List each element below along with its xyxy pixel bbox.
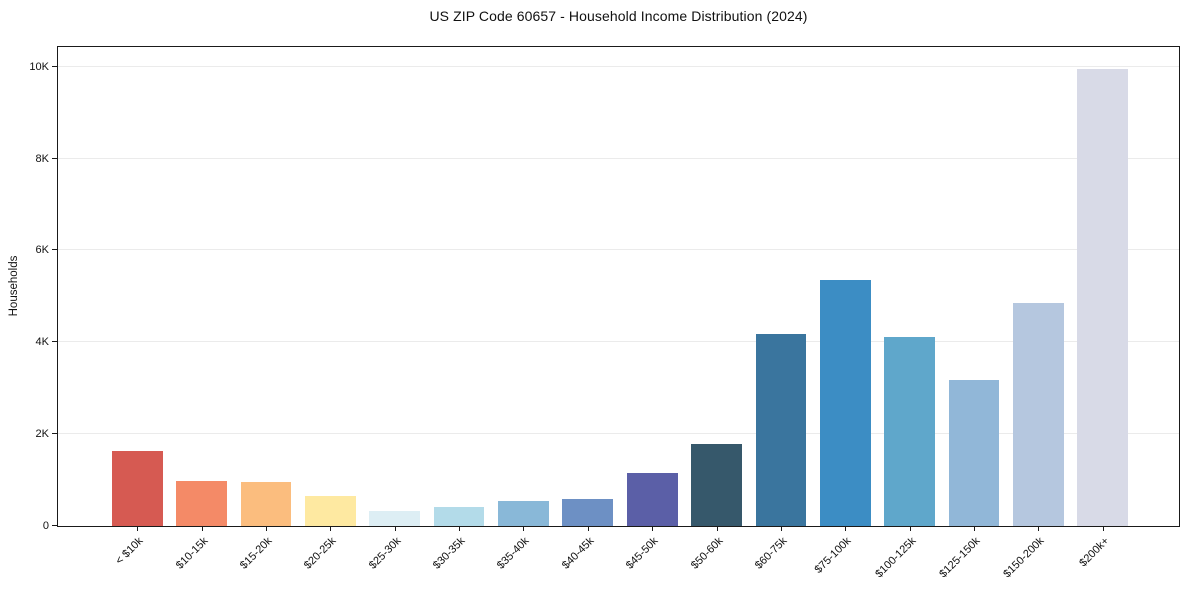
y-tick-mark — [52, 249, 57, 251]
y-tick-mark — [52, 433, 57, 435]
x-tick-mark — [780, 526, 782, 531]
x-tick-mark — [459, 526, 461, 531]
x-tick-label: $200k+ — [1077, 535, 1112, 570]
bars-container: < $10k $10-15k $15-20k $20-25k $25-30k $30-35… — [105, 47, 1135, 580]
y-tick-mark — [52, 65, 57, 67]
bar-slot: $35-40k — [491, 47, 555, 572]
x-tick-mark — [265, 526, 267, 531]
bar-$125-150k — [948, 380, 1000, 526]
x-tick-mark — [523, 526, 525, 531]
bar-$40-45k — [562, 499, 614, 526]
gridline — [58, 433, 1179, 435]
gridline — [58, 65, 1179, 67]
x-tick-mark — [652, 526, 654, 531]
x-tick-label: $60-75k — [752, 535, 790, 572]
x-tick-label: $20-25k — [302, 535, 339, 572]
y-tick-label: 2K — [35, 428, 49, 441]
x-tick-label: $15-20k — [237, 535, 275, 572]
y-tick-mark — [52, 525, 57, 526]
gridline — [58, 249, 1179, 251]
x-tick-mark — [909, 526, 911, 531]
y-tick-label: 8K — [35, 152, 49, 165]
x-tick-mark — [394, 526, 396, 531]
y-tick-mark — [52, 157, 57, 159]
x-tick-label: $125-150k — [937, 535, 983, 581]
bar-$30-35k — [433, 507, 485, 526]
bar-$10-15k — [176, 480, 227, 526]
bar-$20-25k — [304, 496, 356, 526]
y-tick-label: 0 — [42, 520, 49, 532]
bar-slot: $150-200k — [1002, 47, 1070, 580]
bar-$50-60k — [691, 443, 742, 526]
y-tick-label: 4K — [35, 336, 49, 349]
bar-$60-75k — [755, 334, 807, 526]
bar-$150-200k — [1013, 303, 1064, 526]
bar-slot: $50-60k — [684, 47, 748, 572]
bar-slot: $15-20k — [234, 47, 298, 572]
x-tick-mark — [1038, 526, 1040, 531]
y-tick-label: 10K — [29, 60, 49, 73]
gridline — [58, 157, 1179, 159]
bar-slot: $40-45k — [556, 47, 620, 572]
bar-$25-30k — [369, 511, 421, 526]
y-axis-label: Households — [8, 255, 20, 317]
bar-slot: $60-75k — [749, 47, 813, 572]
gridline — [58, 341, 1179, 343]
bar-slot: $30-35k — [427, 47, 491, 572]
x-tick-mark — [845, 526, 847, 531]
x-tick-mark — [330, 526, 332, 531]
bar-$100-125k — [884, 336, 936, 526]
x-tick-mark — [137, 526, 139, 531]
x-tick-label: $150-200k — [1001, 535, 1047, 581]
y-tick-label: 6K — [35, 244, 49, 257]
x-tick-label: $50-60k — [688, 535, 726, 572]
x-tick-label: < $10k — [113, 535, 146, 568]
y-tick-mark — [52, 341, 57, 343]
bar-$15-20k — [240, 482, 292, 526]
x-tick-label: $35-40k — [495, 535, 532, 572]
x-tick-label: $45-50k — [624, 535, 661, 572]
x-tick-label: $40-45k — [559, 535, 597, 572]
x-tick-label: $75-100k — [812, 535, 854, 576]
chart-title: US ZIP Code 60657 - Household Income Dis… — [429, 8, 808, 24]
x-tick-mark — [1102, 526, 1104, 531]
plot-area: < $10k $10-15k $15-20k $20-25k $25-30k $30-35… — [29, 46, 1180, 580]
bar-$200k+ — [1077, 69, 1129, 526]
bar-slot: $20-25k — [298, 47, 362, 572]
x-tick-label: $10-15k — [173, 535, 211, 572]
bar-slot: $25-30k — [363, 47, 427, 572]
x-tick-mark — [587, 526, 589, 531]
x-tick-mark — [716, 526, 718, 531]
bar-slot: $100-125k — [873, 47, 942, 580]
bar-slot: $10-15k — [169, 47, 233, 572]
x-tick-mark — [974, 526, 976, 531]
bar-$75-100k — [819, 280, 871, 526]
bar-slot: $75-100k — [813, 47, 877, 576]
bar-slot: $125-150k — [937, 47, 1006, 580]
bar-< $10k — [111, 451, 163, 526]
bar-slot: $45-50k — [620, 47, 684, 572]
bar-slot: $200k+ — [1071, 47, 1135, 569]
x-tick-label: $25-30k — [366, 535, 404, 572]
bar-slot: < $10k — [105, 47, 169, 567]
bar-$45-50k — [626, 473, 678, 526]
x-tick-label: $100-125k — [872, 535, 919, 581]
x-tick-mark — [201, 526, 203, 531]
x-tick-label: $30-35k — [430, 535, 468, 572]
bar-$35-40k — [498, 500, 549, 526]
